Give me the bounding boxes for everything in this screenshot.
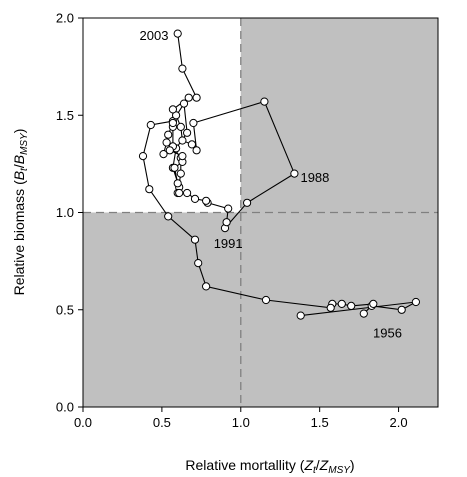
y-tick-label: 1.5 bbox=[56, 108, 74, 123]
y-tick-label: 0.5 bbox=[56, 302, 74, 317]
x-tick-label: 0.5 bbox=[153, 415, 171, 430]
data-point bbox=[179, 99, 189, 108]
x-tick-label: 0.0 bbox=[74, 415, 92, 430]
data-point bbox=[176, 122, 185, 132]
year-label: 2003 bbox=[140, 28, 169, 43]
data-point bbox=[173, 179, 182, 188]
data-point bbox=[411, 297, 420, 307]
data-point bbox=[296, 311, 305, 320]
data-point bbox=[347, 301, 356, 310]
data-point bbox=[173, 29, 182, 38]
data-point bbox=[290, 169, 299, 178]
year-label: 1956 bbox=[373, 326, 402, 341]
data-point bbox=[202, 282, 211, 291]
data-point bbox=[397, 305, 406, 314]
y-tick-label: 2.0 bbox=[56, 11, 74, 26]
year-annotations: 1956 1988 1991 2003 bbox=[140, 28, 402, 341]
data-point bbox=[183, 188, 192, 198]
y-tick-label: 0.0 bbox=[56, 400, 74, 415]
data-point bbox=[337, 299, 346, 308]
data-point bbox=[194, 259, 203, 268]
data-point bbox=[178, 152, 187, 161]
data-point bbox=[175, 188, 184, 198]
data-point bbox=[202, 196, 211, 205]
data-point bbox=[261, 295, 271, 305]
data-point bbox=[159, 150, 168, 159]
data-point bbox=[187, 140, 196, 149]
x-tick-label: 2.0 bbox=[390, 415, 408, 430]
series-biomass-mortality bbox=[138, 29, 420, 320]
data-point bbox=[146, 120, 155, 130]
data-point bbox=[170, 163, 179, 172]
data-point bbox=[192, 93, 201, 102]
data-point bbox=[369, 299, 378, 308]
data-point bbox=[168, 118, 177, 128]
data-point bbox=[326, 303, 335, 312]
data-point bbox=[176, 169, 185, 178]
data-point bbox=[138, 152, 148, 161]
data-point bbox=[190, 194, 200, 203]
data-point bbox=[222, 218, 231, 227]
data-point bbox=[184, 93, 193, 102]
data-point bbox=[162, 138, 171, 147]
data-point bbox=[164, 130, 173, 139]
data-point bbox=[224, 204, 233, 213]
data-point bbox=[168, 105, 177, 114]
data-point bbox=[164, 212, 173, 221]
x-tick-label: 1.5 bbox=[311, 415, 329, 430]
data-point bbox=[178, 64, 187, 73]
data-point bbox=[178, 136, 187, 145]
reference-lines bbox=[83, 18, 438, 407]
year-label: 1988 bbox=[300, 170, 329, 185]
x-axis-title: Relative mortallity (Zt/ZMSY) bbox=[185, 457, 354, 476]
data-point bbox=[183, 128, 192, 137]
data-point bbox=[165, 146, 174, 155]
y-tick-label: 1.0 bbox=[56, 205, 74, 220]
data-point bbox=[189, 118, 198, 128]
data-point bbox=[243, 198, 252, 207]
data-point bbox=[359, 309, 368, 318]
data-point bbox=[145, 185, 154, 194]
year-label: 1991 bbox=[214, 236, 243, 251]
data-point bbox=[260, 97, 269, 106]
axis-ticks: 0.0 0.5 1.0 1.5 2.0 0.0 0.5 1.0 1.5 2.0 bbox=[56, 11, 408, 431]
data-point bbox=[192, 146, 201, 155]
data-point bbox=[190, 235, 200, 244]
y-axis-title: Relative biomass (Bt/BMSY) bbox=[11, 129, 30, 296]
unshaded-quadrant bbox=[83, 18, 241, 213]
x-tick-label: 1.0 bbox=[232, 415, 250, 430]
